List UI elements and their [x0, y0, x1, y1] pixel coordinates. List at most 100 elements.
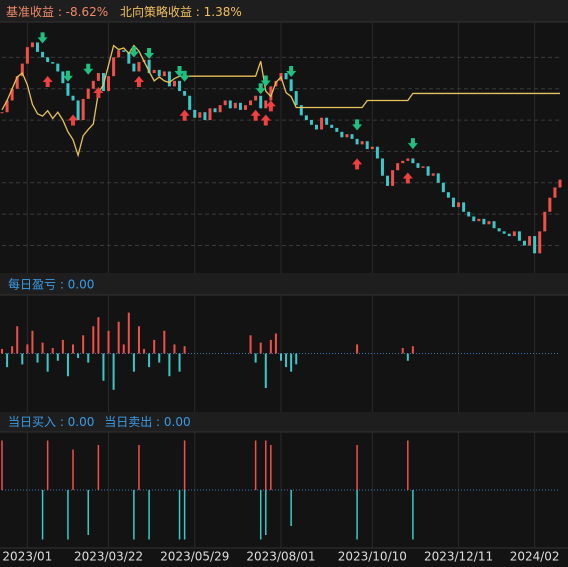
sell-bar: [87, 490, 89, 535]
pnl-bar: [26, 344, 29, 354]
x-tick-label: 2023/03/22: [74, 550, 143, 564]
sell-arrow: [352, 119, 363, 131]
pnl-bar: [264, 353, 267, 389]
candle: [558, 179, 562, 188]
candle: [426, 166, 430, 176]
candle: [477, 218, 481, 222]
buy-bar: [97, 445, 100, 490]
candle: [254, 95, 258, 101]
pnl-bar: [137, 326, 140, 354]
candle: [15, 76, 19, 89]
sell-arrow: [37, 32, 48, 44]
candle: [315, 124, 319, 130]
candle: [269, 86, 273, 101]
pnl-bar: [41, 342, 44, 354]
x-tick-label: 2023/01: [2, 550, 52, 564]
candle: [30, 42, 34, 48]
pnl-bar: [406, 353, 409, 361]
candle: [350, 134, 354, 139]
candle: [137, 62, 141, 72]
candle: [152, 69, 156, 74]
x-tick-label: 2023/05/29: [160, 550, 229, 564]
pnl-bar: [16, 326, 19, 354]
sell-bar: [67, 490, 69, 540]
buy-label: 当日买入 : 0.00: [8, 415, 94, 429]
sell-arrow: [286, 66, 297, 78]
buy-bar: [356, 445, 358, 490]
candle: [91, 80, 95, 89]
pnl-bar: [1, 348, 3, 354]
x-tick-label: 2023/08/01: [246, 550, 315, 564]
candle: [20, 63, 24, 77]
header-bar: [0, 412, 568, 432]
buy-bar: [254, 440, 257, 490]
pnl-bar: [36, 353, 39, 363]
candle: [457, 202, 461, 208]
benchmark-label: 基准收益 : -8.62%: [6, 5, 108, 19]
candle: [391, 170, 395, 186]
pnl-bar: [285, 353, 288, 368]
buy-arrow: [265, 100, 276, 112]
candle: [81, 98, 85, 121]
header-bar: [0, 273, 568, 295]
strategy-label: 北向策略收益 : 1.38%: [120, 4, 242, 19]
candle: [533, 236, 537, 254]
pnl-bar: [249, 335, 252, 354]
candle: [56, 63, 60, 72]
candle: [208, 108, 212, 121]
sell-bar: [41, 490, 44, 540]
candle: [117, 50, 121, 58]
candle: [36, 42, 40, 52]
candle: [203, 112, 207, 121]
candle: [467, 211, 471, 217]
candle: [497, 228, 501, 232]
candle: [553, 187, 557, 198]
sell-bar: [183, 490, 186, 540]
buy-arrow: [93, 87, 104, 99]
candle: [538, 231, 542, 254]
candle: [309, 120, 313, 125]
candle: [289, 79, 293, 92]
candle: [375, 146, 379, 159]
sell-label: 当日卖出 : 0.00: [104, 415, 190, 429]
sell-arrow: [174, 66, 185, 78]
sell-bar: [356, 490, 358, 540]
pnl-bar: [183, 346, 186, 354]
candle: [76, 100, 80, 121]
sell-bar: [290, 490, 292, 526]
candle: [325, 117, 329, 125]
pnl-title: 每日盈亏 : 0.00: [8, 277, 94, 292]
candle: [132, 63, 136, 72]
candle: [157, 69, 161, 77]
candle: [517, 231, 521, 241]
candle: [487, 221, 491, 225]
pnl-bar: [411, 346, 414, 354]
buy-bar: [46, 440, 49, 490]
header: 基准收益 : -8.62% 北向策略收益 : 1.38%: [6, 4, 242, 19]
pnl-bar: [87, 353, 90, 363]
sell-arrow: [144, 48, 155, 60]
candle: [360, 141, 364, 145]
pnl-bar: [51, 348, 54, 354]
pnl-bar: [356, 344, 359, 354]
pnl-bar: [259, 342, 262, 354]
buy-arrow: [250, 109, 261, 121]
candle: [345, 134, 349, 138]
candle: [96, 73, 100, 81]
pnl-bar: [122, 344, 125, 354]
candle: [259, 95, 263, 109]
sell-arrow: [255, 83, 266, 95]
pnl-bar: [163, 330, 166, 354]
pnl-bar: [97, 317, 100, 354]
pnl-bar: [254, 353, 257, 363]
candle: [472, 216, 476, 222]
pnl-bar: [173, 344, 176, 354]
candle: [223, 100, 227, 106]
candle: [462, 202, 466, 212]
candle: [299, 105, 303, 116]
pnl-bar: [31, 330, 34, 354]
candle: [66, 83, 70, 96]
candle: [71, 95, 75, 101]
pnl-bar: [46, 353, 49, 372]
pnl-bar: [61, 339, 64, 354]
